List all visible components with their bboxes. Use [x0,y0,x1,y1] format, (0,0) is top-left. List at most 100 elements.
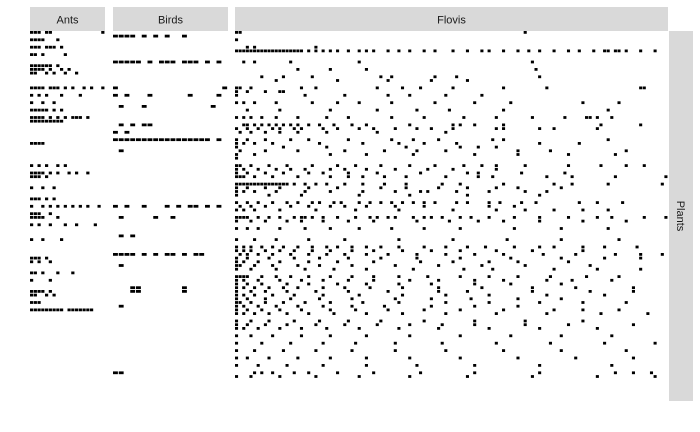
heatmap-cell [346,175,350,179]
heatmap-cell [245,108,249,112]
heatmap-cell [538,49,542,53]
heatmap-cell [382,149,387,153]
heatmap-cell [357,193,361,197]
heatmap-cell [75,171,79,175]
heatmap-cell [361,182,365,186]
heatmap-cell [502,219,506,223]
heatmap-cell [216,204,222,208]
heatmap-cell [45,256,49,260]
heatmap-cell [393,216,397,219]
heatmap-cell [350,123,354,127]
heatmap-cell [33,301,37,304]
heatmap-cell [444,301,448,304]
heatmap-cell [336,186,340,190]
heatmap-cell [30,101,34,105]
heatmap-cell [245,253,249,256]
heatmap-cell [411,201,415,204]
heatmap-cell [465,171,469,175]
heatmap-cell [82,86,86,90]
heatmap-cell [375,130,379,134]
heatmap-cell [299,86,304,90]
heatmap-cell [509,101,513,105]
heatmap-cell [260,49,264,53]
heatmap-cell [41,119,45,123]
heatmap-cell [56,164,60,167]
heatmap-cell [328,175,332,179]
heatmap-cell [444,245,448,249]
heatmap-cell [494,145,498,149]
heatmap-cell [610,216,614,219]
heatmap-cell [433,49,437,53]
heatmap-cell [235,219,239,223]
heatmap-cell [260,182,264,186]
heatmap-cell [613,153,617,156]
heatmap-cell [75,308,79,312]
heatmap-cell [187,204,193,208]
heatmap-cell [372,278,376,282]
heatmap-cell [253,286,257,290]
heatmap-cell [182,286,187,290]
heatmap-cell [299,216,304,219]
heatmap-cell [113,34,118,38]
heatmap-cell [274,275,278,278]
heatmap-cell [307,371,311,375]
heatmap-cell [343,204,347,208]
heatmap-cell [314,208,318,212]
heatmap-cell [56,64,60,68]
heatmap-cell [375,108,379,112]
heatmap-cell [512,204,516,208]
heatmap-cell [242,260,246,264]
heatmap-cell [285,364,289,367]
heatmap-cell [494,341,498,345]
heatmap-cell [296,49,300,53]
heatmap-cell [429,216,433,219]
heatmap-cell [429,79,433,82]
heatmap-cell [238,31,242,34]
heatmap-cell [113,204,118,208]
heatmap-cell [299,219,304,223]
heatmap-cell [41,142,45,145]
heatmap-cell [235,364,239,367]
heatmap-cell [260,275,264,278]
heatmap-cell [372,371,376,375]
heatmap-cell [263,90,267,93]
heatmap-cell [429,297,433,301]
heatmap-cell [328,308,332,312]
heatmap-cell [30,164,34,167]
heatmap-cell [538,245,542,249]
heatmap-cell [314,45,318,49]
heatmap-cell [147,93,153,97]
heatmap-cell [249,182,253,186]
heatmap-cell [147,123,153,127]
heatmap-cell [37,119,41,123]
heatmap-cell [393,167,397,171]
heatmap-cell [465,201,469,204]
heatmap-cell [494,249,498,253]
heatmap-cell [187,138,193,142]
heatmap-cell [307,123,311,127]
heatmap-cell [285,49,289,53]
heatmap-cell [33,116,37,119]
heatmap-cell [606,108,610,112]
heatmap-cell [45,71,49,75]
heatmap-cell [509,282,513,286]
heatmap-cell [164,34,170,38]
heatmap-cell [292,49,296,53]
heatmap-cell [386,290,390,293]
heatmap-cell [603,256,607,260]
heatmap-cell [390,201,394,204]
facet-strip-ants: Ants [30,7,105,31]
heatmap-cell [610,334,614,338]
heatmap-cell [118,304,124,308]
heatmap-cell [249,116,253,119]
heatmap-cell [473,278,477,282]
heatmap-cell [118,60,124,64]
heatmap-cell [30,53,34,56]
heatmap-cell [346,256,350,260]
heatmap-cell [502,127,506,130]
heatmap-cell [245,297,249,301]
heatmap-cell [328,153,332,156]
heatmap-cell [336,260,340,264]
heatmap-cell [260,116,264,119]
heatmap-cell [599,123,603,127]
